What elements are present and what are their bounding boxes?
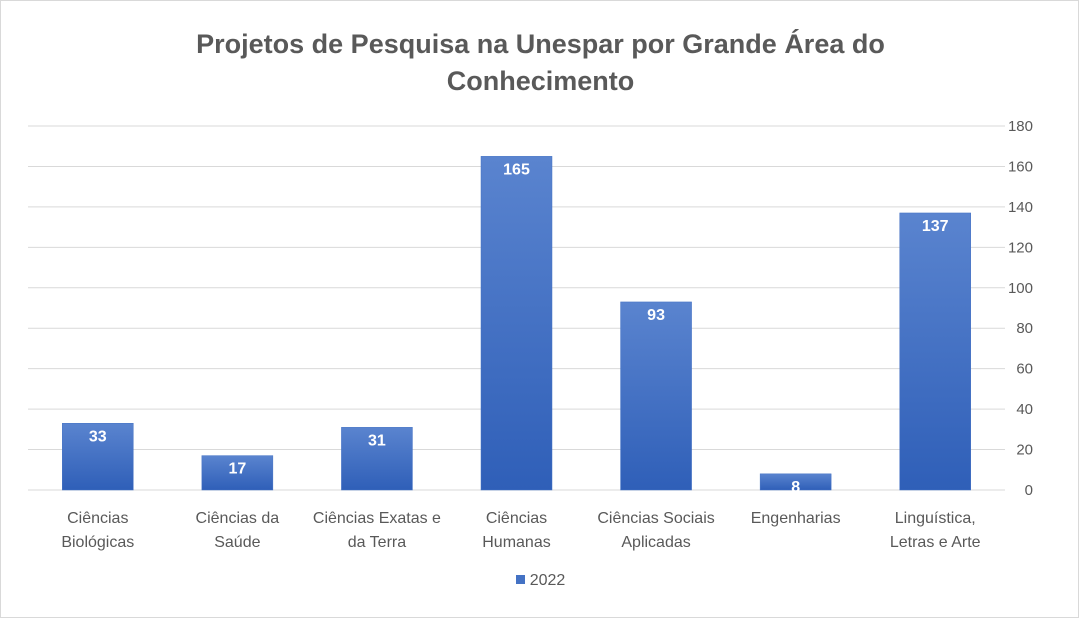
bar xyxy=(480,156,553,491)
y-tick-label: 40 xyxy=(1016,401,1033,418)
legend-label: 2022 xyxy=(529,572,566,589)
y-tick-label: 20 xyxy=(1016,442,1033,459)
x-category-label: Ciências Humanas xyxy=(482,510,550,551)
data-label: 33 xyxy=(89,428,107,445)
bar xyxy=(620,301,692,491)
data-label: 31 xyxy=(368,432,386,449)
legend: 2022 xyxy=(0,572,1081,590)
bar xyxy=(759,473,832,491)
y-tick-label: 0 xyxy=(1025,482,1033,499)
chart-title-line-1: Projetos de Pesquisa na Unespar por Gran… xyxy=(196,29,885,59)
bar xyxy=(201,455,274,491)
x-category-label: Ciências Exatas e da Terra xyxy=(313,510,441,551)
y-tick-label: 80 xyxy=(1016,320,1033,337)
y-tick-label: 100 xyxy=(1008,280,1033,297)
data-label: 93 xyxy=(647,307,665,324)
y-tick-label: 160 xyxy=(1008,158,1033,175)
bar xyxy=(341,427,413,491)
y-tick-label: 140 xyxy=(1008,199,1033,216)
x-category-label: Ciências Sociais Aplicadas xyxy=(597,510,714,551)
bars xyxy=(62,156,971,491)
y-axis-ticks: 0 20 40 60 80 100 120 140 160 180 xyxy=(1008,118,1033,499)
legend-swatch xyxy=(515,575,525,584)
bar xyxy=(62,423,134,491)
chart-title-line-2: Conhecimento xyxy=(446,66,635,96)
data-label: 165 xyxy=(503,161,530,178)
x-axis-categories: Ciências Biológicas Ciências da Saúde Ciênci… xyxy=(61,510,980,551)
data-labels: 33 17 31 165 93 8 137 xyxy=(89,161,949,495)
x-category-label: Linguística, Letras e Arte xyxy=(890,510,981,551)
data-label: 137 xyxy=(922,218,949,235)
x-category-label: Engenharias xyxy=(751,510,841,527)
data-label: 8 xyxy=(791,479,800,496)
chart-title: Projetos de Pesquisa na Unespar por Gran… xyxy=(0,26,1081,100)
x-category-label: Ciências Biológicas xyxy=(61,510,134,551)
y-tick-label: 60 xyxy=(1016,361,1033,378)
x-category-label: Ciências da Saúde xyxy=(196,510,280,551)
y-tick-label: 180 xyxy=(1008,118,1033,135)
data-label: 17 xyxy=(228,461,246,478)
bar xyxy=(899,212,971,491)
y-tick-label: 120 xyxy=(1008,239,1033,256)
